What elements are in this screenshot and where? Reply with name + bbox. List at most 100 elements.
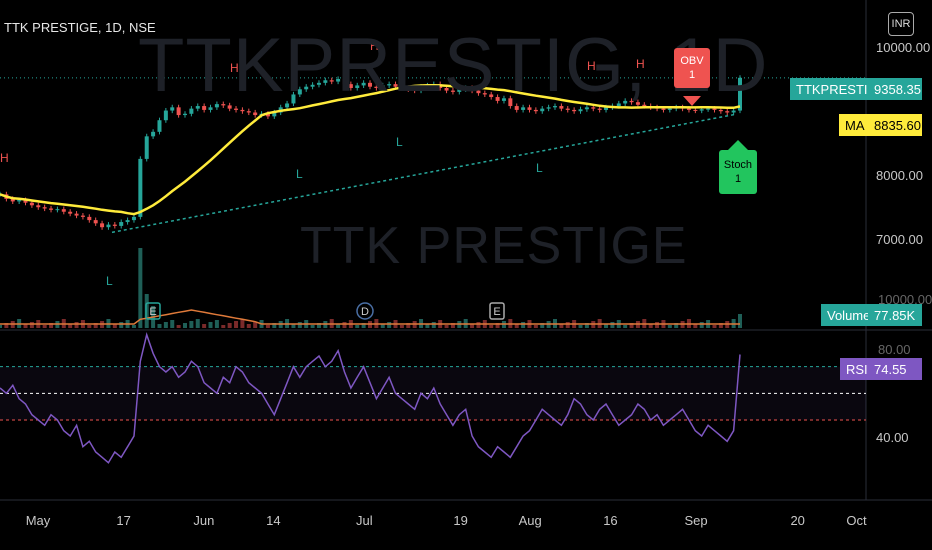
volume-bar <box>87 325 92 328</box>
candle-body <box>604 107 609 110</box>
x-label-jun: Jun <box>193 513 215 528</box>
candle-body <box>221 104 226 106</box>
candle-body <box>731 110 736 113</box>
obv-signal-label: OBV 1 <box>674 48 710 88</box>
candle-body <box>482 93 487 95</box>
currency-button[interactable]: INR <box>888 12 914 36</box>
volume-bar <box>297 322 302 328</box>
candle-body <box>508 98 513 107</box>
x-label-oct: Oct <box>846 513 867 528</box>
candle-body <box>584 107 589 110</box>
volume-bar <box>623 325 628 328</box>
volume-bar <box>718 323 723 328</box>
candle-body <box>106 224 111 228</box>
candle-body <box>93 220 98 224</box>
candle-body <box>291 94 296 104</box>
volume-bar <box>195 319 200 328</box>
volume-bar <box>342 322 347 328</box>
event-marker-label: E <box>149 306 156 318</box>
volume-bar <box>227 323 232 328</box>
candle-body <box>176 107 181 116</box>
candle-body <box>559 106 564 109</box>
candle-body <box>253 112 258 116</box>
volume-bar <box>495 323 500 328</box>
candle-body <box>361 82 366 86</box>
volume-bar <box>163 322 168 328</box>
candle-body <box>419 86 424 91</box>
candle-body <box>100 223 105 228</box>
volume-bar <box>699 322 704 328</box>
volume-bar <box>291 324 296 328</box>
volume-bar <box>361 323 366 328</box>
price-value-tag: 9358.35 <box>868 78 922 100</box>
candle-body <box>144 136 149 159</box>
candle-body <box>189 108 194 114</box>
x-label-aug: Aug <box>518 513 542 528</box>
candle-body <box>208 107 213 110</box>
candle-body <box>540 108 545 112</box>
candle-body <box>316 82 321 85</box>
candle-body <box>112 224 117 226</box>
candle-body <box>597 108 602 110</box>
candle-body <box>285 103 290 108</box>
candle-body <box>23 200 28 203</box>
candle-body <box>36 205 41 208</box>
volume-bar <box>514 324 519 328</box>
candle-body <box>61 209 66 212</box>
candle-body <box>119 222 124 226</box>
price-symbol-tag: TTKPRESTIG <box>790 78 878 100</box>
candle-body <box>355 85 360 88</box>
candle-body <box>163 110 168 121</box>
candle-body <box>693 109 698 111</box>
rsi-name-tag: RSI <box>840 358 868 380</box>
candle-body <box>572 109 577 112</box>
candle-body <box>457 89 462 92</box>
candle-body <box>380 85 385 88</box>
dividend-marker <box>356 302 374 320</box>
candle-body <box>29 202 34 206</box>
candle-body <box>546 107 551 109</box>
pivot-low-label: L <box>396 135 403 149</box>
candle-body <box>151 131 156 137</box>
volume-bar <box>202 324 207 328</box>
volume-bar <box>559 324 564 328</box>
candle-body <box>310 84 315 87</box>
candle-body <box>387 84 392 86</box>
pivot-low-label: L <box>106 274 113 288</box>
candle-body <box>553 106 557 108</box>
event-marker-label: E <box>493 306 500 318</box>
volume-bar <box>23 324 28 328</box>
volume-bar <box>240 319 245 328</box>
candle-body <box>42 207 47 209</box>
volume-bar <box>674 323 679 328</box>
rsi-axis-label: 40.00 <box>876 430 909 445</box>
candle-body <box>738 77 742 111</box>
pivot-high-label: H <box>370 39 379 53</box>
volume-bar <box>336 324 341 328</box>
volume-bar <box>610 322 615 328</box>
candle-body <box>265 113 270 117</box>
volume-bar <box>578 325 583 328</box>
candle-body <box>49 208 54 210</box>
candle-body <box>565 108 570 110</box>
candle-body <box>10 198 15 202</box>
candle-body <box>686 108 691 110</box>
price-tick-10000: 10000.00 <box>876 40 931 55</box>
volume-bar <box>131 325 136 328</box>
event-marker-label: D <box>361 306 369 318</box>
price-tick-8000: 8000.00 <box>876 168 923 183</box>
volume-bar <box>246 324 251 328</box>
candle-body <box>463 88 468 90</box>
candle-body <box>272 112 277 117</box>
volume-bar <box>68 324 73 328</box>
obv-signal-arrow <box>683 96 701 106</box>
moving-average-line <box>0 83 741 216</box>
x-label-19: 19 <box>453 513 468 528</box>
volume-bar <box>29 322 34 328</box>
candle-body <box>323 80 328 83</box>
volume-bar <box>565 322 570 328</box>
ma-name-tag: MA <box>839 114 868 136</box>
candle-body <box>125 220 130 223</box>
candle-body <box>450 90 455 92</box>
